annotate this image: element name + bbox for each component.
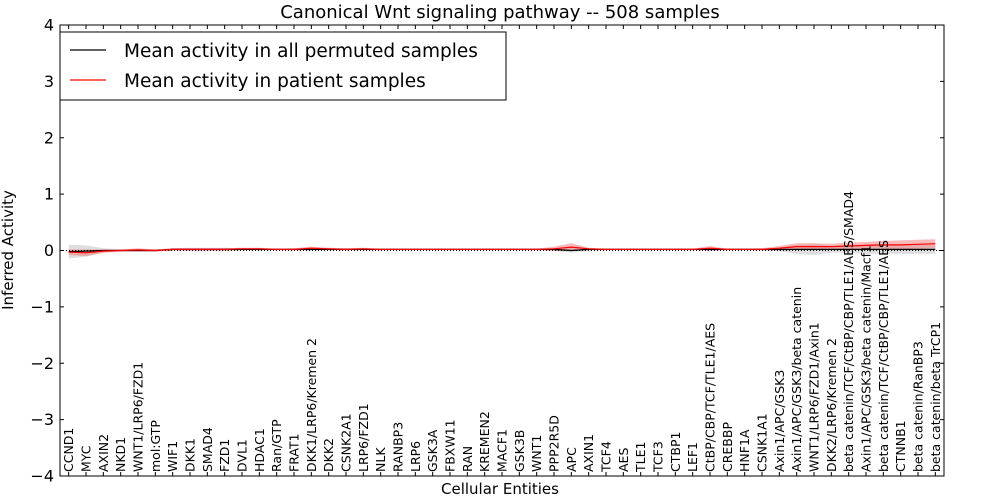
category-label: DKK2 — [321, 438, 336, 472]
category-label: Axin1/APC/GSK3 — [772, 370, 787, 472]
category-label: LEF1 — [685, 442, 700, 472]
category-label: AES — [616, 448, 631, 472]
x-axis-label: Cellular Entities — [441, 480, 559, 498]
category-label: TLE1 — [633, 442, 648, 473]
category-label: MACF1 — [495, 429, 510, 472]
category-label: WIF1 — [165, 441, 180, 472]
y-tick-label: −1 — [30, 297, 54, 316]
y-tick-label: −4 — [30, 467, 54, 486]
y-axis-label: Inferred Activity — [0, 190, 17, 310]
category-label: NKD1 — [113, 437, 128, 472]
legend: Mean activity in all permuted samples Me… — [59, 31, 507, 101]
series-lines — [68, 243, 936, 254]
category-label: Axin1/APC/GSK3/beta catenin — [789, 287, 804, 472]
category-label: KREMEN2 — [477, 411, 492, 472]
category-label: CTNNB1 — [893, 420, 908, 472]
category-label: PPP2R5D — [547, 415, 562, 472]
category-label: mol:GTP — [148, 420, 163, 472]
category-label: CtBP/CBP/TCF/TLE1/AES — [703, 323, 718, 472]
category-label: GSK3B — [512, 430, 527, 472]
category-label: AXIN1 — [581, 434, 596, 472]
category-label: beta catenin/TCF/CtBP/CBP/TLE1/AES — [876, 240, 891, 472]
y-tick-label: 3 — [44, 72, 54, 91]
category-label: NLK — [373, 447, 388, 472]
legend-label-patient: Mean activity in patient samples — [124, 71, 426, 92]
category-label: APC — [564, 447, 579, 472]
category-label: AXIN2 — [96, 434, 111, 472]
category-label: Axin1/APC/GSK3/beta catenin/Macf1 — [859, 245, 874, 472]
category-label: DKK2/LRP6/Kremen 2 — [824, 338, 839, 472]
x-axis: CCND1 MYC AXIN2 NKD1 WNT1/LRP6/FZD1 mol:GTP WI… — [61, 25, 943, 476]
category-label: CSNK2A1 — [339, 413, 354, 472]
legend-box — [59, 31, 507, 101]
category-label: WNT1/LRP6/FZD1/Axin1 — [807, 322, 822, 472]
y-tick-label: 2 — [44, 128, 54, 147]
category-label: GSK3A — [425, 429, 440, 472]
category-label: FBXW11 — [443, 419, 458, 472]
y-axis: −4 −3 −2 −1 0 1 2 3 4 — [30, 16, 944, 486]
category-label: DKK1 — [183, 438, 198, 472]
category-label: beta catenin/RanBP3 — [911, 341, 926, 472]
category-label: RAN — [460, 446, 475, 472]
y-tick-label: 0 — [44, 241, 54, 260]
category-label: WNT1 — [529, 435, 544, 472]
category-label: HNF1A — [737, 429, 752, 472]
category-label: Ran/GTP — [269, 419, 284, 472]
category-label: CSNK1A1 — [755, 413, 770, 472]
y-tick-label: 4 — [44, 16, 54, 35]
category-label: RANBP3 — [391, 422, 406, 472]
y-tick-label: −2 — [30, 354, 54, 373]
series-line-patient — [68, 243, 936, 254]
category-label: CREBBP — [720, 422, 735, 472]
category-label: TCF4 — [599, 441, 614, 473]
category-label: LRP6 — [408, 441, 423, 472]
category-label: DKK1/LRP6/Kremen 2 — [304, 338, 319, 472]
category-label: FRAT1 — [287, 433, 302, 472]
chart-title: Canonical Wnt signaling pathway -- 508 s… — [280, 2, 720, 23]
legend-label-permuted: Mean activity in all permuted samples — [124, 41, 478, 62]
category-label: CCND1 — [61, 428, 76, 472]
category-label: beta catenin/beta TrCP1 — [928, 322, 943, 472]
category-label: FZD1 — [217, 439, 232, 472]
category-label: DVL1 — [235, 439, 250, 472]
y-tick-label: 1 — [44, 185, 54, 204]
category-label: TCF3 — [651, 441, 666, 473]
category-label: LRP6/FZD1 — [356, 403, 371, 472]
category-label: HDAC1 — [252, 428, 267, 472]
category-label: WNT1/LRP6/FZD1 — [131, 362, 146, 472]
category-label: CTBP1 — [668, 432, 683, 472]
y-tick-label: −3 — [30, 410, 54, 429]
category-label: MYC — [79, 445, 94, 472]
category-label: beta catenin/TCF/CtBP/CBP/TLE1/AES/SMAD4 — [841, 191, 856, 472]
category-label: SMAD4 — [200, 427, 215, 472]
